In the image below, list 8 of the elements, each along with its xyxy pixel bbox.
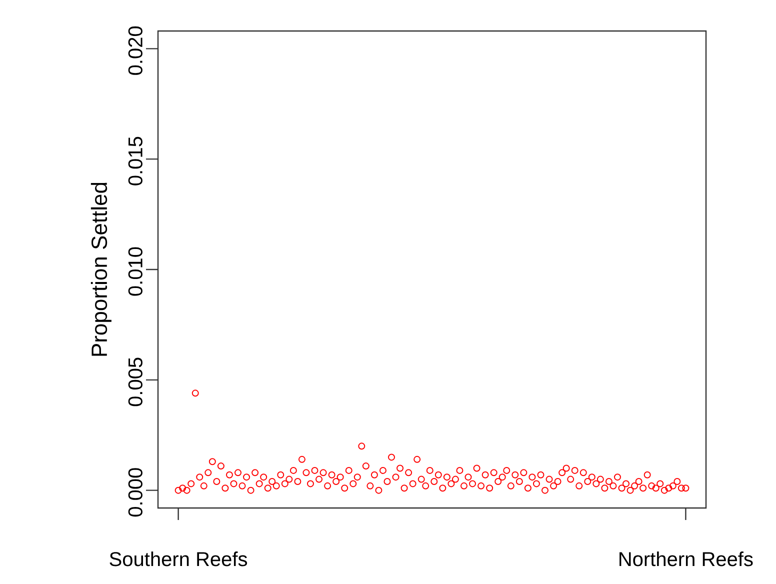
x-tick-label: Southern Reefs — [110, 552, 248, 566]
y-tick-label: 0.020 — [128, 26, 142, 75]
y-tick-label: 0.015 — [128, 136, 142, 186]
y-tick-label: 0.005 — [128, 358, 142, 406]
y-axis-title: Proportion Settled — [90, 182, 112, 356]
y-tick-label: 0.000 — [128, 468, 142, 517]
x-tick-label: Northern Reefs — [620, 552, 753, 566]
y-tick-label: 0.010 — [128, 247, 142, 296]
